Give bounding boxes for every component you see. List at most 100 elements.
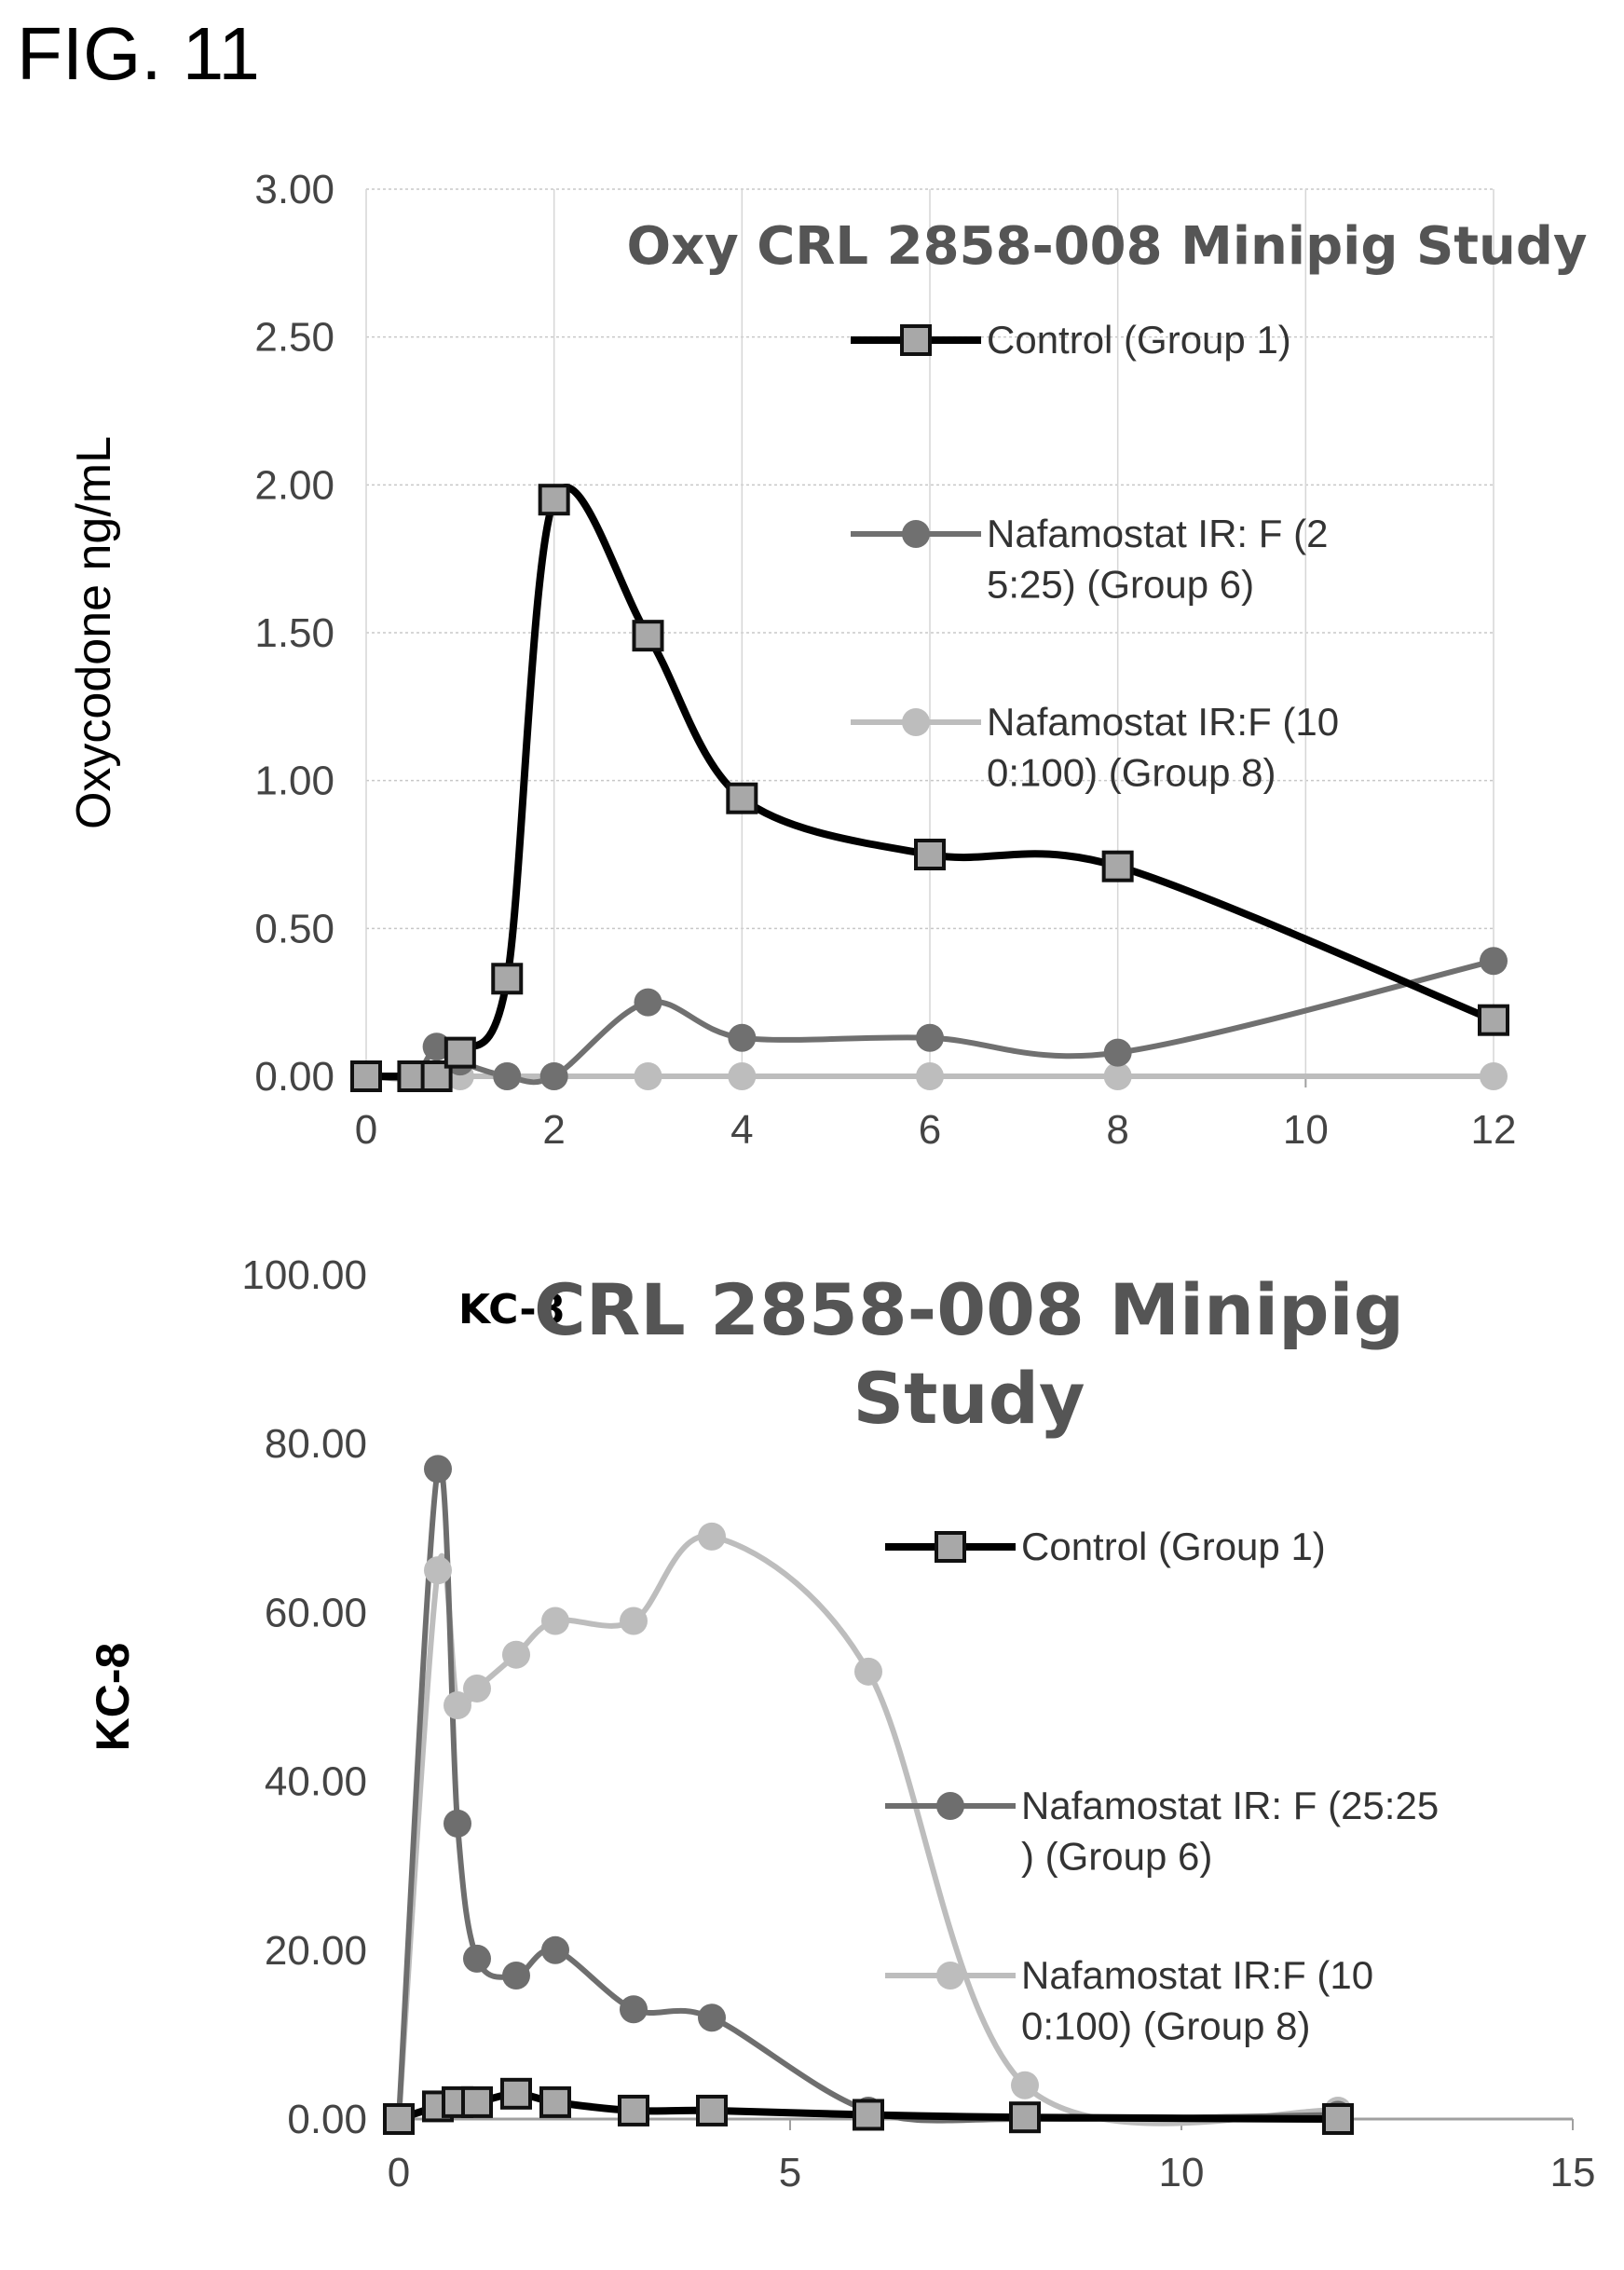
c2-y-tick-label-4: 80.00 xyxy=(265,1421,367,1467)
c1-series-0-point-6 xyxy=(632,620,664,652)
c2-legend-1-label-line-1: Nafamostat IR: F (25:25 xyxy=(1021,1784,1439,1827)
c2-legend-1-label-line-2: ) (Group 6) xyxy=(1021,1835,1212,1879)
c2-legend-0-label: Control (Group 1) xyxy=(1021,1525,1326,1568)
c2-legend-1-marker xyxy=(936,1792,964,1820)
c2-series-1-point-7 xyxy=(698,2003,726,2032)
c2-series-0-point-0 xyxy=(383,2103,415,2135)
c1-series-1-point-2 xyxy=(422,1032,451,1061)
c2-legend-2-label-line-2: 0:100) (Group 8) xyxy=(1021,2004,1311,2048)
c1-series-0-point-5 xyxy=(538,484,570,516)
c1-series-1-point-8 xyxy=(916,1023,944,1052)
c2-series-2-point-7 xyxy=(698,1522,726,1551)
c2-series-2-point-4 xyxy=(502,1640,530,1669)
c2-series-1-point-6 xyxy=(620,1995,648,2024)
figure-label: FIG. 11 xyxy=(17,12,260,95)
c1-series-1-point-10 xyxy=(1480,947,1508,976)
c2-series-1-point-2 xyxy=(444,1809,471,1838)
c1-y-tick-label-0: 0.00 xyxy=(254,1054,334,1100)
c1-series-0-point-0 xyxy=(350,1060,382,1092)
c2-series-2-point-3 xyxy=(463,1674,491,1702)
c2-series-1-point-5 xyxy=(541,1935,569,1964)
c1-legend-0-marker xyxy=(900,324,932,356)
c2-y-tick-label-1: 20.00 xyxy=(265,1928,367,1974)
c1-x-tick-label-0: 0 xyxy=(355,1107,377,1153)
c2-legend-0-marker xyxy=(935,1531,966,1563)
c2-series-0-point-6 xyxy=(618,2094,649,2126)
c2-y-tick-label-2: 40.00 xyxy=(265,1759,367,1805)
c1-y-tick-label-4: 2.00 xyxy=(254,462,334,508)
c2-x-tick-label-0: 0 xyxy=(388,2150,410,2195)
c1-series-0-point-3 xyxy=(444,1036,476,1069)
c1-series-2-point-10 xyxy=(1480,1062,1508,1090)
c2-series-0-point-9 xyxy=(1009,2101,1041,2134)
c2-series-0-point-10 xyxy=(1322,2103,1354,2135)
c2-series-0-point-3 xyxy=(461,2085,493,2118)
c1-series-1-point-9 xyxy=(1103,1038,1132,1067)
c1-legend-1-label-line-2: 5:25) (Group 6) xyxy=(987,563,1254,607)
c2-series-0-point-8 xyxy=(853,2099,884,2131)
c2-x-tick-label-3: 15 xyxy=(1550,2150,1596,2195)
c1-legend-2-label-line-2: 0:100) (Group 8) xyxy=(987,751,1276,795)
c1-legend-2-label-line-1: Nafamostat IR:F (10 xyxy=(987,700,1339,744)
c2-x-tick-label-2: 10 xyxy=(1159,2150,1205,2195)
c2-series-1-point-4 xyxy=(502,1961,530,1990)
c2-legend-2-marker xyxy=(936,1962,964,1990)
c1-series-0-point-9 xyxy=(1101,850,1134,882)
kc8-chart: 0.00 20.00 40.00 60.00 80.00 100.00 0 5 10 15 KC-8… xyxy=(87,1252,1596,2195)
c1-series-2-point-8 xyxy=(916,1062,944,1090)
c1-series-1-point-6 xyxy=(634,988,662,1017)
c2-y-tick-label-5: 100.00 xyxy=(241,1252,367,1298)
c1-legend-1-label: Nafamostat IR: F (2 5:25) (Group 6) xyxy=(987,512,1328,607)
c1-x-tick-label-5: 10 xyxy=(1283,1107,1329,1153)
c2-y-tick-label-0: 0.00 xyxy=(287,2097,367,2142)
c1-series-2-point-9 xyxy=(1103,1062,1132,1090)
c1-legend-2-marker xyxy=(902,708,930,736)
c2-series-2-point-2 xyxy=(444,1691,471,1720)
c2-x-tick-label-1: 5 xyxy=(779,2150,801,2195)
c1-y-tick-label-1: 0.50 xyxy=(254,906,334,951)
c1-series-1-point-4 xyxy=(493,1062,522,1090)
c1-x-tick-label-2: 4 xyxy=(730,1107,753,1153)
c2-series-2-point-1 xyxy=(424,1556,452,1585)
c1-series-0-point-10 xyxy=(1478,1004,1509,1036)
c2-legend-1-label: Nafamostat IR: F (25:25 ) (Group 6) xyxy=(1021,1784,1439,1879)
c1-series-0-point-8 xyxy=(914,839,946,870)
c2-series-2-point-9 xyxy=(1011,2071,1039,2099)
c1-series-1-point-5 xyxy=(539,1062,568,1090)
c2-title: CRL 2858-008 Minipig Study xyxy=(534,1268,1404,1440)
c2-title-line-2: Study xyxy=(853,1357,1085,1440)
c2-title-prefix: KC-8 xyxy=(458,1286,565,1333)
c2-series-0-point-7 xyxy=(696,2094,728,2126)
c1-series-0-point-7 xyxy=(726,782,758,814)
c1-title: Oxy CRL 2858-008 Minipig Study xyxy=(626,216,1587,277)
c2-series-0-point-5 xyxy=(539,2085,571,2118)
c1-y-tick-label-3: 1.50 xyxy=(254,610,334,656)
c1-legend-1-marker xyxy=(902,520,930,548)
c1-x-tick-label-6: 12 xyxy=(1471,1107,1517,1153)
c1-series-1-point-7 xyxy=(728,1023,757,1052)
c2-series-0-point-4 xyxy=(500,2077,532,2110)
c1-y-tick-label-2: 1.00 xyxy=(254,759,334,804)
c1-legend-2-label: Nafamostat IR:F (10 0:100) (Group 8) xyxy=(987,700,1339,795)
c1-legend-0-label: Control (Group 1) xyxy=(987,318,1291,362)
c2-series-1-point-1 xyxy=(424,1455,452,1484)
c2-legend-2-label: Nafamostat IR:F (10 0:100) (Group 8) xyxy=(1021,1953,1373,2048)
c2-series-1-point-3 xyxy=(463,1944,491,1973)
c2-series-2-point-5 xyxy=(541,1607,569,1635)
oxycodone-chart: 0.00 0.50 1.00 1.50 2.00 2.50 3.00 0 2 4 6 8 10 12 Oxy… xyxy=(67,167,1588,1153)
c1-y-axis-label: Oxycodone ng/mL xyxy=(67,436,121,829)
c1-y-tick-label-5: 2.50 xyxy=(254,315,334,361)
c1-series-2-point-7 xyxy=(728,1062,757,1090)
c1-x-tick-label-3: 6 xyxy=(919,1107,941,1153)
c1-x-tick-label-4: 8 xyxy=(1106,1107,1128,1153)
c1-x-tick-label-1: 2 xyxy=(542,1107,565,1153)
c2-series-2-point-8 xyxy=(854,1657,882,1686)
c2-series-2-point-6 xyxy=(620,1607,648,1635)
c2-y-tick-label-3: 60.00 xyxy=(265,1590,367,1635)
c2-title-line-1: CRL 2858-008 Minipig xyxy=(534,1268,1404,1351)
c2-legend-2-label-line-1: Nafamostat IR:F (10 xyxy=(1021,1953,1373,1997)
c2-y-axis-label: KC-8 xyxy=(87,1643,139,1752)
c1-series-0-point-4 xyxy=(491,963,524,995)
c1-y-tick-label-6: 3.00 xyxy=(254,167,334,212)
c1-legend-1-label-line-1: Nafamostat IR: F (2 xyxy=(987,512,1328,555)
